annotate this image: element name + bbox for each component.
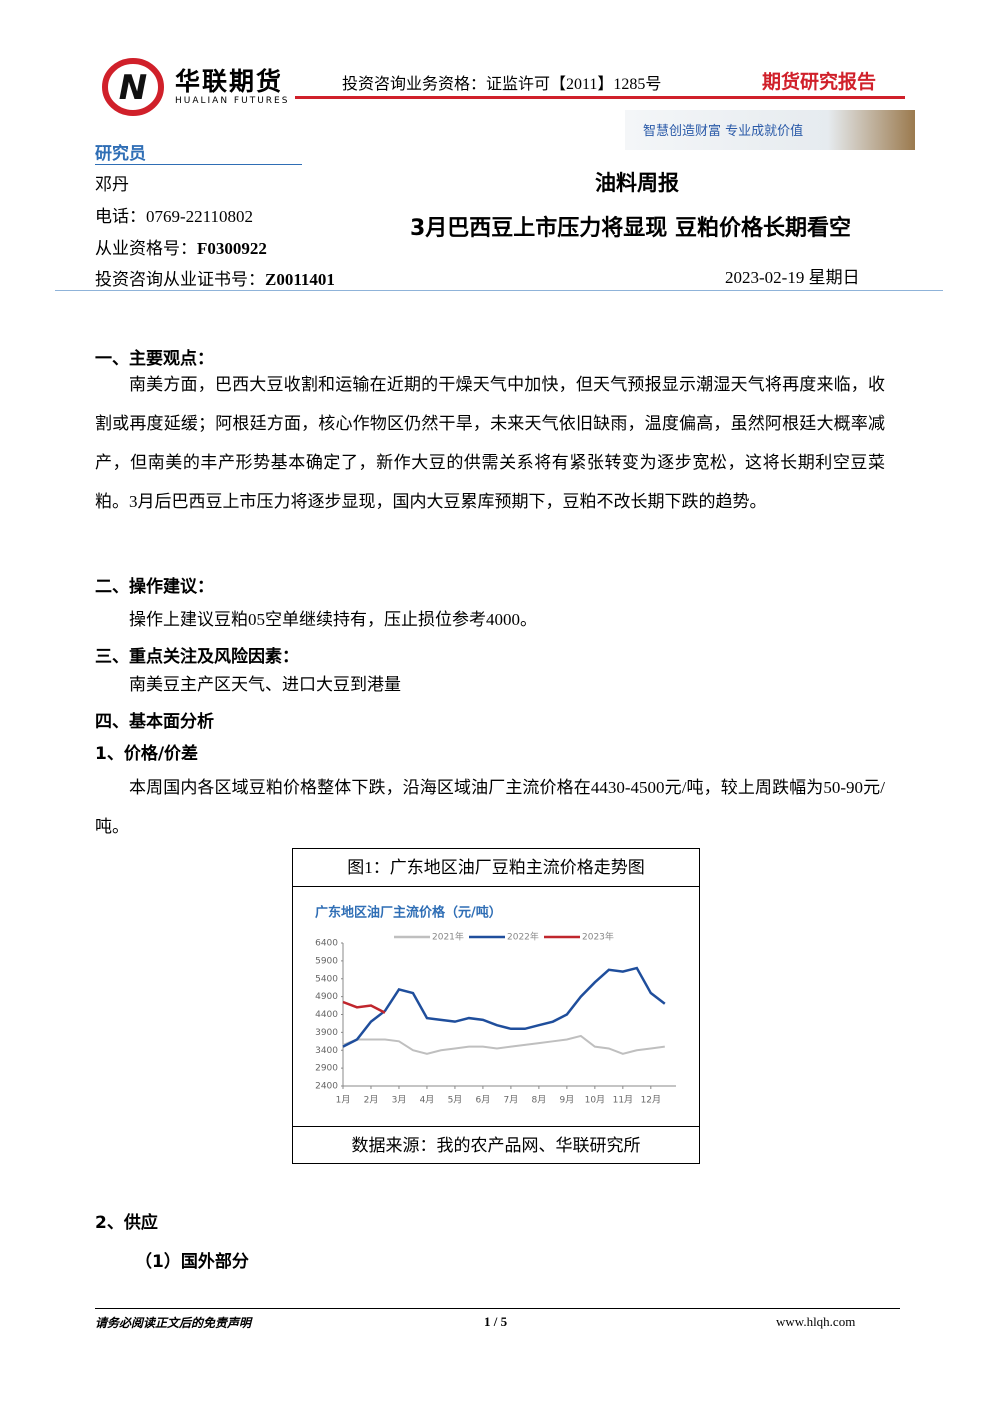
advisory-row: 投资咨询从业证书号：Z0011401: [95, 265, 335, 290]
section-heading: 二、操作建议：: [95, 577, 214, 597]
footer-rule: [95, 1308, 900, 1309]
x-tick-label: 3月: [392, 1095, 407, 1106]
researcher-phone: 电话：0769-22110802: [95, 207, 254, 226]
company-cn: 华联期货: [175, 67, 284, 96]
report-title: 3月巴西豆上市压力将显现 豆粕价格长期看空: [410, 216, 851, 241]
x-tick-label: 7月: [504, 1095, 519, 1106]
y-tick-label: 6400: [315, 939, 338, 949]
disclaimer: 请务必阅读正文后的免责声明: [95, 1316, 252, 1330]
company-en: HUALIAN FUTURES: [175, 96, 290, 106]
y-tick-label: 5400: [315, 974, 338, 984]
x-tick-label: 10月: [585, 1095, 605, 1106]
logo: N: [102, 58, 164, 116]
x-tick-label: 9月: [559, 1095, 574, 1106]
y-tick-label: 4900: [315, 992, 338, 1002]
x-tick-label: 2月: [364, 1095, 379, 1106]
y-tick-label: 2400: [315, 1082, 338, 1092]
subsection-heading: （1）国外部分: [135, 1252, 249, 1272]
page-number: 1 / 5: [484, 1314, 508, 1329]
paragraph: 南美方面，巴西大豆收割和运输在近期的干燥天气中加快，但天气预报显示潮湿天气将再度…: [95, 375, 885, 511]
y-tick-label: 3900: [315, 1028, 338, 1038]
x-tick-label: 8月: [532, 1095, 547, 1106]
x-tick-label: 4月: [420, 1095, 435, 1106]
section-heading: 四、基本面分析: [95, 712, 214, 732]
advisory: Z0011401: [265, 270, 335, 289]
paragraph: 操作上建议豆粕05空单继续持有，压止损位参考4000。: [129, 610, 537, 629]
website: www.hlqh.com: [776, 1314, 856, 1329]
x-tick-label: 12月: [641, 1095, 661, 1106]
report-category: 油料周报: [595, 171, 679, 195]
svg-text:N: N: [119, 68, 147, 108]
x-tick-label: 5月: [448, 1095, 463, 1106]
x-tick-label: 6月: [476, 1095, 491, 1106]
legend-label: 2022年: [507, 931, 539, 943]
figure-caption: 图1：广东地区油厂豆粕主流价格走势图: [293, 849, 699, 887]
chart: 广东地区油厂主流价格（元/吨） 2400 2900 3400 3900 4400 4900…: [315, 905, 676, 1106]
figure-source: 数据来源：我的农产品网、华联研究所: [293, 1126, 699, 1164]
advisory-label: 投资咨询从业证书号：: [95, 270, 265, 289]
y-tick-label: 5900: [315, 956, 338, 966]
slogan-banner: 智慧创造财富 专业成就价值: [625, 110, 915, 150]
cert-row: 从业资格号：F0300922: [95, 234, 267, 259]
chart-title: 广东地区油厂主流价格（元/吨）: [315, 905, 502, 921]
paragraph: 南美豆主产区天气、进口大豆到港量: [129, 675, 401, 694]
series-line: [342, 966, 666, 1048]
researcher-name: 邓丹: [95, 175, 129, 194]
qualification: 投资咨询业务资格：证监许可【2011】1285号: [342, 76, 662, 93]
header-rule: [295, 96, 905, 99]
cert: F0300922: [197, 239, 267, 258]
paragraph: 本周国内各区域豆粕价格整体下跌，沿海区域油厂主流价格在4430-4500元/吨，…: [95, 778, 885, 836]
report-type: 期货研究报告: [762, 71, 877, 93]
legend-label: 2023年: [582, 931, 614, 943]
researcher-heading: 研究员: [95, 144, 146, 164]
x-tick-label: 11月: [613, 1095, 633, 1106]
section-heading: 一、主要观点：: [95, 349, 214, 369]
y-tick-label: 4400: [315, 1010, 338, 1020]
series-line: [342, 1034, 665, 1055]
x-tick-label: 1月: [336, 1095, 351, 1106]
subsection-heading: 1、价格/价差: [95, 744, 199, 764]
slogan: 智慧创造财富 专业成就价值: [643, 124, 804, 139]
cert-label: 从业资格号：: [95, 239, 197, 258]
subsection-heading: 2、供应: [95, 1213, 158, 1233]
researcher-rule: [95, 164, 302, 165]
figure-box: 图1：广东地区油厂豆粕主流价格走势图 数据来源：我的农产品网、华联研究所: [292, 848, 700, 1164]
report-date: 2023-02-19 星期日: [725, 268, 860, 287]
header-bottom-rule: [55, 290, 943, 291]
section-heading: 三、重点关注及风险因素：: [95, 647, 299, 667]
series-line: [342, 1000, 386, 1014]
legend-label: 2021年: [432, 931, 464, 943]
y-tick-label: 3400: [315, 1046, 338, 1056]
y-tick-label: 2900: [315, 1064, 338, 1074]
